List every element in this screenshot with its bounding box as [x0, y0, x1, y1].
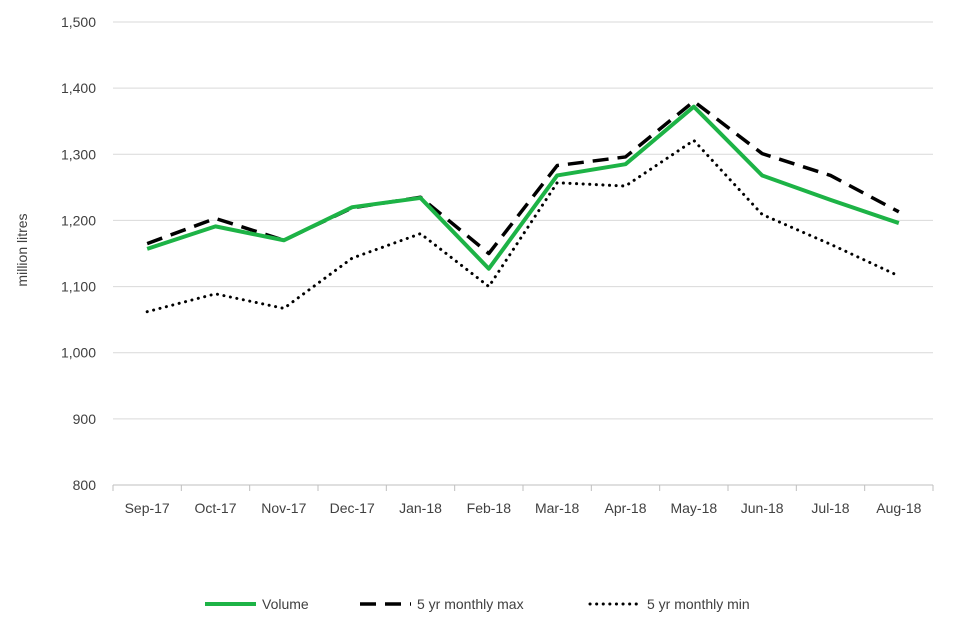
x-tick-label: Aug-18	[876, 500, 921, 516]
legend: Volume 5 yr monthly max 5 yr monthly min	[205, 596, 750, 612]
y-axis-ticks: 800 900 1,000 1,100 1,200 1,300 1,400 1,500	[61, 14, 96, 493]
x-tick-label: Feb-18	[467, 500, 512, 516]
x-tick-label: Sep-17	[125, 500, 170, 516]
x-tick-label: Jul-18	[811, 500, 849, 516]
y-tick-label: 800	[73, 477, 97, 493]
y-tick-label: 1,000	[61, 345, 96, 361]
legend-label-5-yr-monthly-min: 5 yr monthly min	[647, 596, 750, 612]
y-tick-label: 1,100	[61, 279, 96, 295]
legend-label-volume: Volume	[262, 596, 309, 612]
y-tick-label: 1,300	[61, 146, 96, 162]
y-tick-label: 1,500	[61, 14, 96, 30]
x-tick-label: May-18	[670, 500, 717, 516]
x-tick-label: Apr-18	[604, 500, 646, 516]
x-tick-label: Jan-18	[399, 500, 442, 516]
y-tick-label: 1,200	[61, 212, 96, 228]
series-line-5-yr-monthly-max	[146, 99, 900, 256]
x-tick-label: Dec-17	[330, 500, 375, 516]
x-tick-label: Oct-17	[194, 500, 236, 516]
x-tick-label: Nov-17	[261, 500, 306, 516]
series-lines	[145, 99, 901, 314]
series-line-volume	[146, 104, 900, 271]
x-axis: Sep-17 Oct-17 Nov-17 Dec-17 Jan-18 Feb-18 Mar-…	[112, 484, 934, 516]
y-axis-title: million litres	[14, 213, 30, 286]
y-tick-label: 1,400	[61, 80, 96, 96]
gridlines	[113, 21, 933, 420]
legend-label-5-yr-monthly-max: 5 yr monthly max	[417, 596, 524, 612]
x-tick-label: Jun-18	[741, 500, 784, 516]
x-tick-label: Mar-18	[535, 500, 580, 516]
series-line-5-yr-monthly-min	[145, 138, 901, 314]
y-tick-label: 900	[73, 411, 97, 427]
